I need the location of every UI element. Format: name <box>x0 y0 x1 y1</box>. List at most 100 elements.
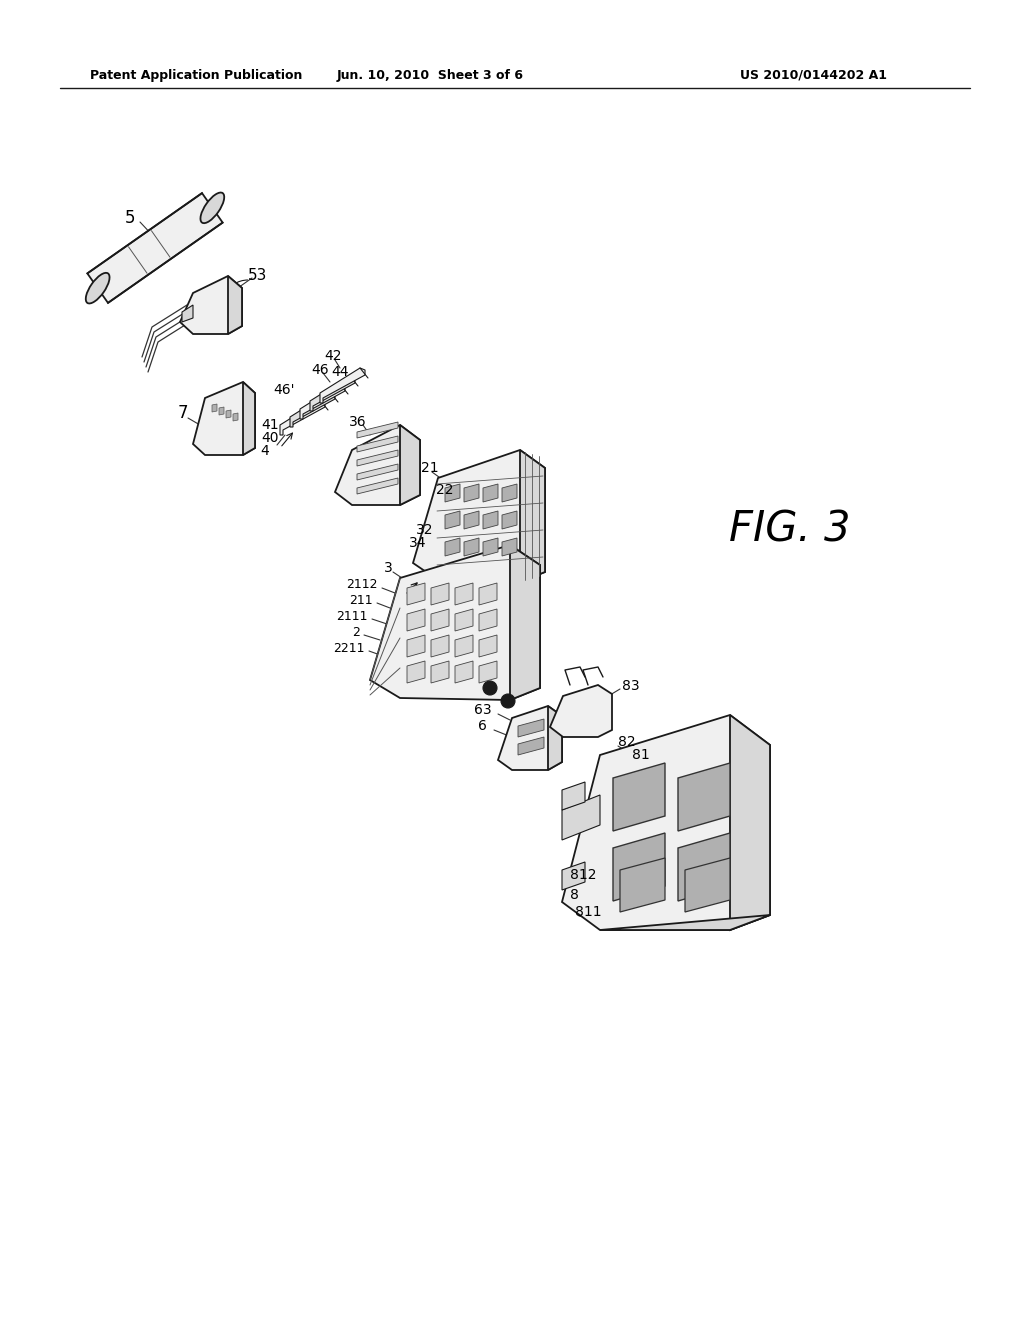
Text: 2112: 2112 <box>346 578 378 591</box>
Text: 83: 83 <box>622 678 640 693</box>
Polygon shape <box>407 609 425 631</box>
Polygon shape <box>445 539 460 556</box>
Polygon shape <box>219 407 224 414</box>
Text: 40: 40 <box>261 432 279 445</box>
Polygon shape <box>479 635 497 657</box>
Polygon shape <box>228 276 242 334</box>
Polygon shape <box>193 381 255 455</box>
Text: US 2010/0144202 A1: US 2010/0144202 A1 <box>740 69 887 82</box>
Text: 4: 4 <box>261 444 269 458</box>
Polygon shape <box>407 635 425 657</box>
Polygon shape <box>413 450 545 582</box>
Polygon shape <box>87 193 222 302</box>
Text: 36: 36 <box>349 414 367 429</box>
Polygon shape <box>445 484 460 502</box>
Polygon shape <box>464 484 479 502</box>
Polygon shape <box>212 404 217 412</box>
Polygon shape <box>548 706 562 770</box>
Polygon shape <box>226 411 231 418</box>
Polygon shape <box>562 715 770 931</box>
Polygon shape <box>455 635 473 657</box>
Polygon shape <box>613 763 665 832</box>
Polygon shape <box>600 915 770 931</box>
Ellipse shape <box>201 193 224 223</box>
Polygon shape <box>678 763 730 832</box>
Polygon shape <box>290 392 335 426</box>
Polygon shape <box>180 276 242 334</box>
Ellipse shape <box>86 273 110 304</box>
Polygon shape <box>357 450 398 466</box>
Text: 46: 46 <box>311 363 329 378</box>
Polygon shape <box>479 583 497 605</box>
Polygon shape <box>407 583 425 605</box>
Polygon shape <box>483 539 498 556</box>
Polygon shape <box>550 685 612 737</box>
Text: 41: 41 <box>261 418 279 432</box>
Text: 81: 81 <box>632 748 650 762</box>
Polygon shape <box>498 706 562 770</box>
Polygon shape <box>357 478 398 494</box>
Polygon shape <box>613 833 665 902</box>
Polygon shape <box>357 465 398 480</box>
Polygon shape <box>370 545 540 700</box>
Polygon shape <box>518 719 544 737</box>
Text: 3: 3 <box>384 561 392 576</box>
Polygon shape <box>280 400 325 436</box>
Polygon shape <box>233 413 238 421</box>
Text: 811: 811 <box>575 906 602 919</box>
Polygon shape <box>445 511 460 529</box>
Text: 812: 812 <box>570 869 597 882</box>
Polygon shape <box>431 661 449 682</box>
Polygon shape <box>464 511 479 529</box>
Text: 44: 44 <box>331 366 349 379</box>
Text: 2: 2 <box>352 626 360 639</box>
Text: 82: 82 <box>618 735 636 748</box>
Polygon shape <box>431 583 449 605</box>
Text: 46': 46' <box>273 383 295 397</box>
Polygon shape <box>518 737 544 755</box>
FancyArrowPatch shape <box>588 899 617 912</box>
Text: 34: 34 <box>410 536 427 550</box>
Polygon shape <box>407 661 425 682</box>
Text: 63: 63 <box>474 704 492 717</box>
Polygon shape <box>510 545 540 700</box>
Polygon shape <box>455 661 473 682</box>
Polygon shape <box>520 450 545 582</box>
Text: 21: 21 <box>421 461 439 475</box>
Polygon shape <box>685 858 730 912</box>
Polygon shape <box>335 425 420 506</box>
Polygon shape <box>357 436 398 451</box>
Polygon shape <box>479 661 497 682</box>
Polygon shape <box>431 609 449 631</box>
Text: 42: 42 <box>325 348 342 363</box>
Polygon shape <box>483 484 498 502</box>
Polygon shape <box>455 609 473 631</box>
Text: Jun. 10, 2010  Sheet 3 of 6: Jun. 10, 2010 Sheet 3 of 6 <box>337 69 523 82</box>
Polygon shape <box>357 422 398 438</box>
Polygon shape <box>502 511 517 529</box>
Polygon shape <box>479 609 497 631</box>
Text: 53: 53 <box>248 268 267 282</box>
Text: Patent Application Publication: Patent Application Publication <box>90 69 302 82</box>
Text: 211: 211 <box>349 594 373 606</box>
Text: 2111: 2111 <box>337 610 368 623</box>
Polygon shape <box>300 384 345 418</box>
Polygon shape <box>502 539 517 556</box>
Polygon shape <box>562 862 585 890</box>
Polygon shape <box>483 511 498 529</box>
Polygon shape <box>562 795 600 840</box>
Polygon shape <box>431 635 449 657</box>
Polygon shape <box>182 305 193 322</box>
Polygon shape <box>562 781 585 810</box>
Text: 5: 5 <box>125 209 135 227</box>
Polygon shape <box>678 833 730 902</box>
Text: 32: 32 <box>416 523 434 537</box>
Text: FIG. 3: FIG. 3 <box>729 510 851 550</box>
Polygon shape <box>319 368 365 403</box>
Polygon shape <box>464 539 479 556</box>
Polygon shape <box>620 858 665 912</box>
Text: 22: 22 <box>436 483 454 498</box>
Circle shape <box>483 681 497 696</box>
Polygon shape <box>243 381 255 455</box>
Polygon shape <box>730 715 770 931</box>
